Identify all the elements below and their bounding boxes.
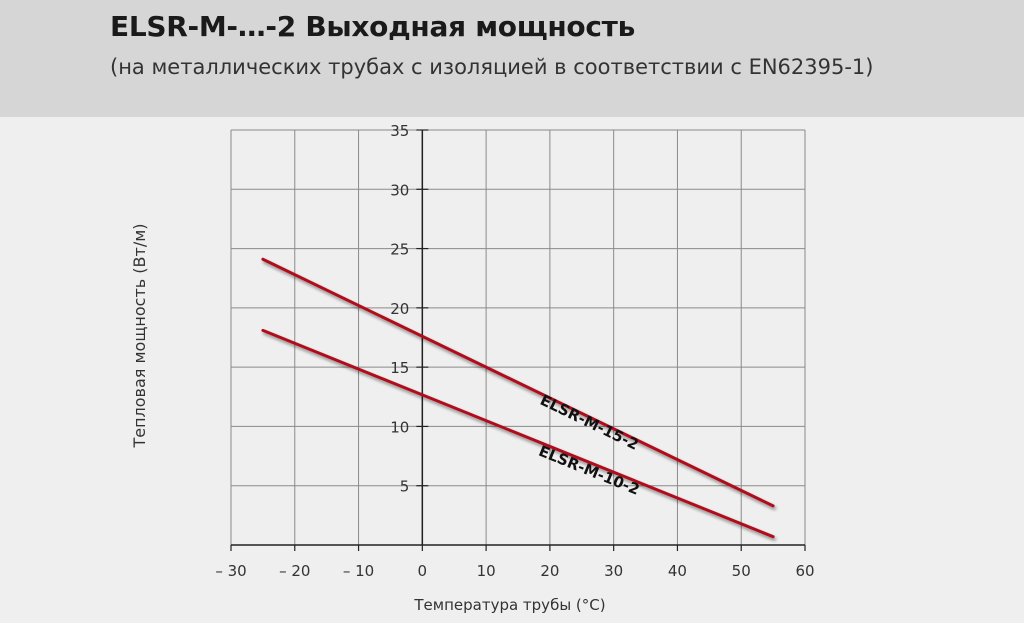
page-title: ELSR-M-…-2 Выходная мощность — [110, 10, 635, 43]
x-axis-label: Температура трубы (°C) — [413, 596, 605, 614]
x-tick-label: 50 — [732, 562, 751, 580]
y-tick-label: 15 — [390, 359, 409, 377]
series-line-elsr-m-15-2 — [261, 257, 775, 508]
series-label: ELSR-M-10-2 — [536, 442, 642, 499]
x-tick-label: 10 — [477, 562, 496, 580]
x-tick-label: 40 — [668, 562, 687, 580]
header-band — [0, 0, 1024, 117]
x-tick-label: 0 — [418, 562, 428, 580]
x-tick-label: – 20 — [279, 562, 310, 580]
x-tick-label: 20 — [540, 562, 559, 580]
y-tick-label: 35 — [390, 122, 409, 140]
series-label: ELSR-M-15-2 — [537, 391, 641, 454]
y-tick-label: 10 — [390, 418, 409, 436]
x-tick-label: – 10 — [343, 562, 374, 580]
y-axis-label: Тепловая мощность (Вт/м) — [130, 223, 149, 448]
y-tick-label: 20 — [390, 300, 409, 318]
x-tick-label: 30 — [604, 562, 623, 580]
x-tick-label: 60 — [795, 562, 814, 580]
y-tick-label: 30 — [390, 181, 409, 199]
page-subtitle: (на металлических трубах с изоляцией в с… — [110, 55, 874, 79]
grid-lines — [230, 129, 806, 545]
y-tick-label: 5 — [400, 478, 410, 496]
series-line-elsr-m-10-2 — [261, 328, 775, 539]
x-tick-label: – 30 — [215, 562, 246, 580]
y-tick-label: 25 — [390, 241, 409, 259]
